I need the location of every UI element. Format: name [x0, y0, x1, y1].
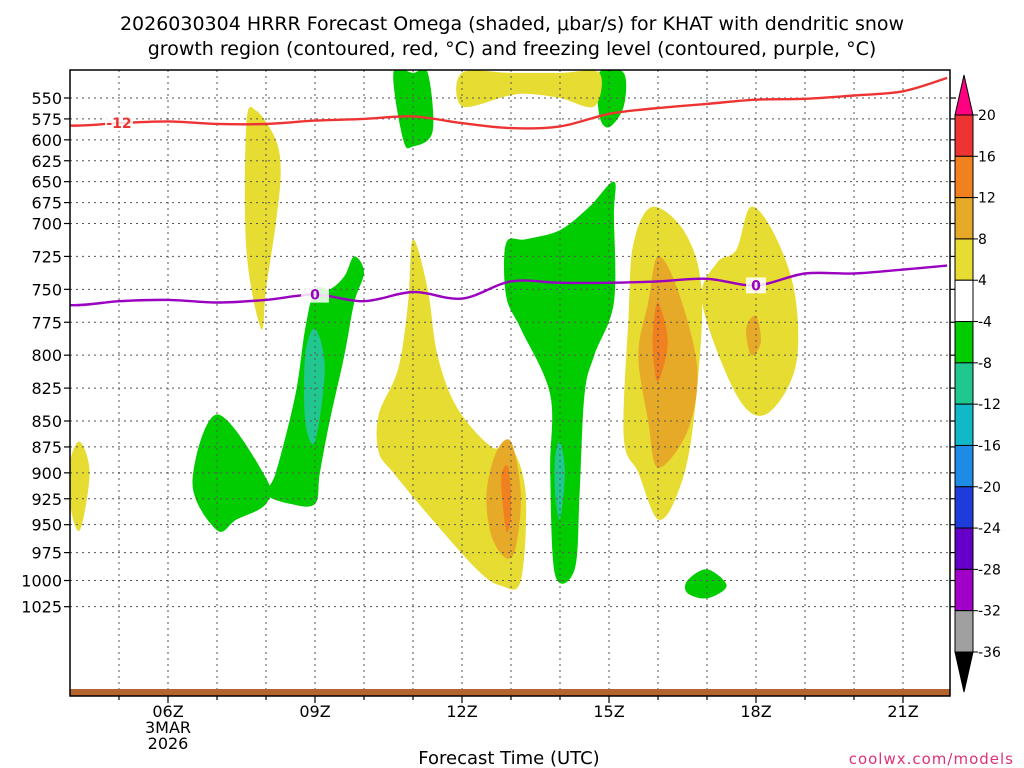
y-tick-label-925: 925 [31, 490, 62, 509]
omega-region-0-0 [393, 70, 434, 149]
colorbar-label-13: -36 [978, 645, 1001, 661]
y-tick-label-950: 950 [31, 516, 62, 535]
y-tick-label-800: 800 [31, 346, 62, 365]
y-tick-label-650: 650 [31, 173, 62, 192]
y-axis: 550 575 600 625 650 675 700 725 750 775 800 825 850 8… [21, 89, 956, 617]
omega-region-0-5 [684, 569, 727, 599]
omega-region-2-2 [746, 315, 762, 356]
y-tick-label-900: 900 [31, 464, 62, 483]
y-tick-label-725: 725 [31, 247, 62, 266]
contour-label--12C: -12 [106, 116, 131, 132]
chart-title-line2: growth region (contoured, red, °C) and f… [148, 38, 877, 60]
omega-region-1-2 [70, 441, 90, 532]
omega-region-1-5 [701, 206, 799, 416]
colorbar-label-7: -12 [978, 397, 1001, 413]
contour-label-0C-b: 0 [751, 278, 761, 294]
colorbar-label-12: -32 [978, 604, 1001, 620]
credit-text: coolwx.com/models [849, 750, 1014, 768]
colorbar-label-5: -4 [978, 315, 992, 331]
y-tick-label-675: 675 [31, 194, 62, 213]
grid-lines [70, 70, 950, 696]
colorbar-swatch-13 [954, 610, 974, 653]
x-tick-label-9: 09Z [299, 702, 330, 721]
contour-0C [70, 264, 948, 307]
x-tick-label-18: 18Z [740, 702, 771, 721]
x-tick-sublabel1-6: 3MAR [145, 718, 191, 737]
x-tick-label-15: 15Z [593, 702, 624, 721]
colorbar-label-4: 4 [978, 273, 987, 289]
y-tick-label-600: 600 [31, 131, 62, 150]
omega-region-3-0 [501, 465, 512, 532]
colorbar-swatch-3 [954, 197, 974, 240]
y-tick-label-1000: 1000 [21, 572, 62, 591]
omega-region-2-1 [638, 256, 698, 468]
colorbar-label-8: -16 [978, 438, 1001, 454]
contour-label-bg-0C [301, 286, 329, 303]
colorbar-bottom-triangle [954, 651, 974, 693]
colorbar-swatch-5 [954, 279, 974, 323]
colorbar-swatch-1 [954, 114, 974, 157]
y-tick-label-775: 775 [31, 313, 62, 332]
omega-region-4-0 [304, 328, 325, 445]
omega-shading [70, 70, 799, 599]
colorbar-label-2: 12 [978, 191, 996, 207]
colorbar-label-0: 20 [978, 108, 996, 124]
y-tick-label-750: 750 [31, 280, 62, 299]
x-tick-label-6: 06Z [152, 702, 183, 721]
x-axis-label: Forecast Time (UTC) [418, 748, 599, 768]
y-tick-label-1025: 1025 [21, 598, 62, 617]
y-tick-label-575: 575 [31, 110, 62, 129]
plot-frame [69, 69, 951, 697]
colorbar-label-11: -28 [978, 562, 1001, 578]
x-tick-label-12: 12Z [446, 702, 477, 721]
colorbar: 20 16 12 8 4 -4 -8 -12 -16 -20 -24 -28 -32 -36 [954, 74, 1001, 693]
y-tick-label-625: 625 [31, 152, 62, 171]
colorbar-label-6: -8 [978, 356, 992, 372]
y-tick-label-825: 825 [31, 379, 62, 398]
contour-label-bg--12C [105, 115, 133, 132]
y-tick-label-550: 550 [31, 89, 62, 108]
colorbar-swatch-6 [954, 321, 974, 364]
colorbar-label-3: 8 [978, 232, 987, 248]
omega-region-4-1 [554, 441, 565, 520]
contour--12C [70, 76, 948, 130]
colorbar-swatch-10 [954, 486, 974, 529]
colorbar-swatch-8 [954, 403, 974, 446]
omega-region-1-1 [244, 107, 281, 330]
colorbar-label-1: 16 [978, 149, 996, 165]
temperature-contours: -12 0 0 [70, 76, 948, 307]
colorbar-swatch-4 [954, 238, 974, 281]
colorbar-label-10: -24 [978, 521, 1001, 537]
omega-region-1-0 [456, 70, 602, 108]
colorbar-swatch-7 [954, 362, 974, 405]
colorbar-top-triangle [954, 74, 974, 116]
y-tick-label-700: 700 [31, 215, 62, 234]
colorbar-swatch-12 [954, 568, 974, 612]
y-tick-label-875: 875 [31, 438, 62, 457]
ground-layer [70, 689, 950, 696]
x-tick-label-21: 21Z [887, 702, 918, 721]
y-tick-label-975: 975 [31, 544, 62, 563]
omega-region-0-2 [192, 414, 271, 532]
contour-label-0C: 0 [310, 288, 320, 304]
chart-title-line1: 2026030304 HRRR Forecast Omega (shaded, … [120, 13, 904, 35]
colorbar-swatch-11 [954, 527, 974, 570]
colorbar-swatch-9 [954, 444, 974, 488]
omega-region-3-1 [652, 302, 668, 382]
colorbar-swatch-2 [954, 155, 974, 199]
x-tick-sublabel2-6: 2026 [148, 734, 189, 753]
colorbar-label-9: -20 [978, 480, 1001, 496]
contour-label-bg-0C-b [746, 277, 766, 294]
y-tick-label-850: 850 [31, 412, 62, 431]
